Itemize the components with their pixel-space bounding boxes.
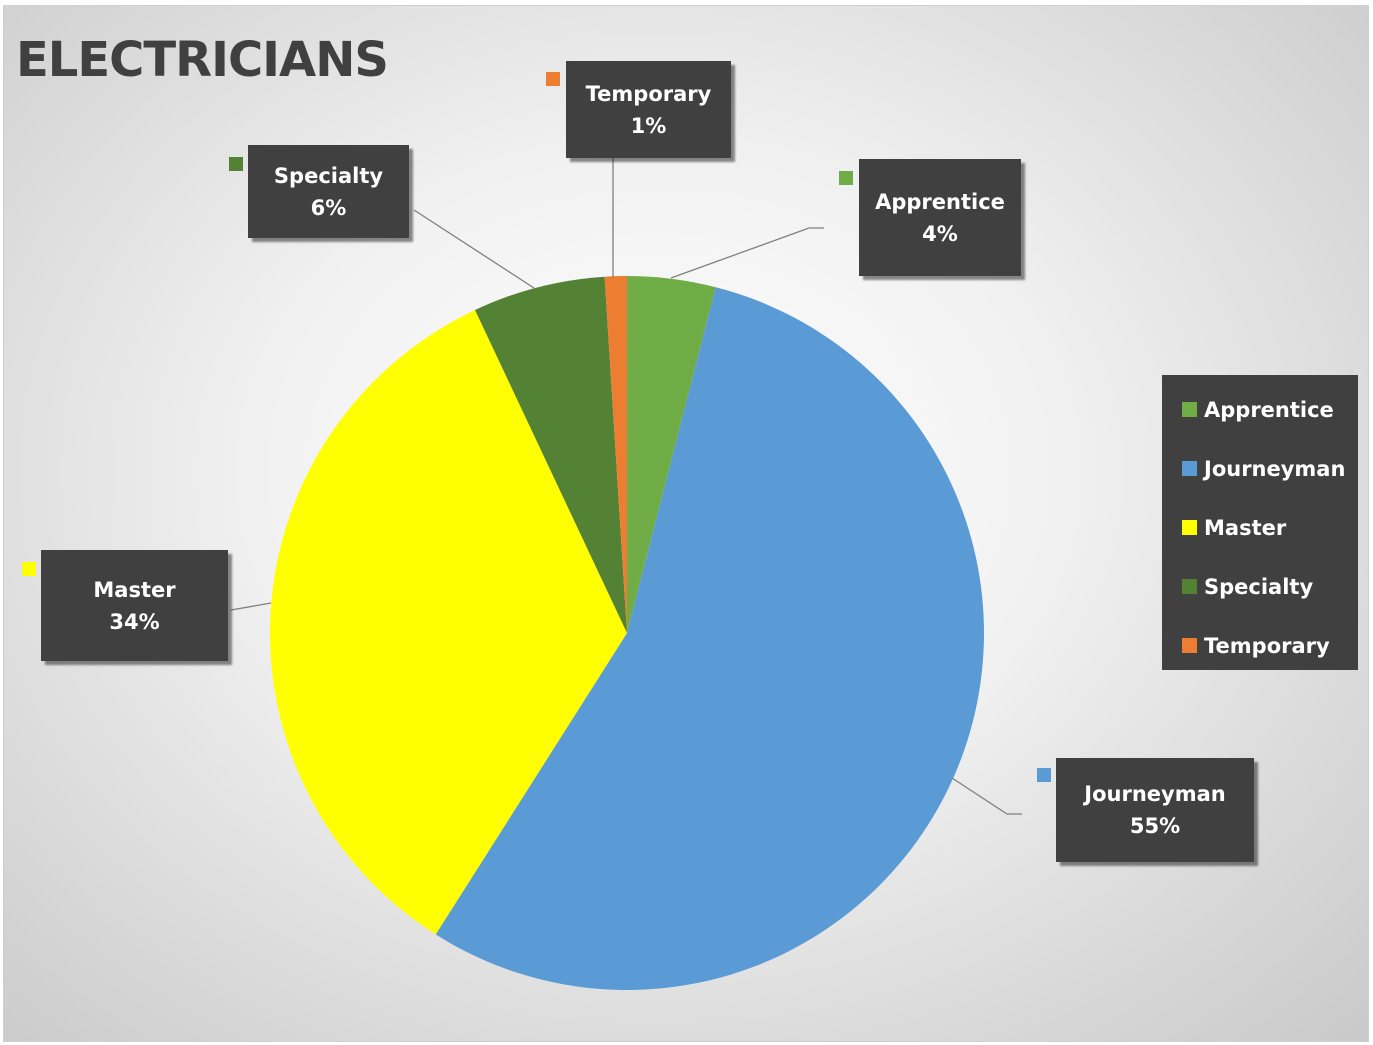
legend-item-specialty: Specialty [1182,557,1358,616]
leader-line-specialty [413,209,535,289]
leader-line-apprentice [670,227,824,279]
legend-label-master: Master [1204,515,1287,540]
callout-journeyman-swatch [1037,768,1051,782]
pie-slice-temporary [604,275,627,633]
legend-label-apprentice: Apprentice [1204,397,1334,422]
legend-label-journeyman: Journeyman [1204,456,1346,481]
chart-area: ELECTRICIANS Apprentice 4% Journeyman 55… [3,5,1369,1042]
callout-specialty-swatch [229,157,243,171]
callout-journeyman: Journeyman 55% [1056,758,1254,862]
legend-label-specialty: Specialty [1204,574,1314,599]
callout-master-swatch [22,562,36,576]
leader-line-journeyman [951,777,1022,815]
callout-specialty: Specialty 6% [248,145,409,238]
legend-label-temporary: Temporary [1204,633,1330,658]
callout-temporary-swatch [546,72,560,86]
legend: Apprentice Journeyman Master Specialty T… [1162,375,1358,670]
callout-master: Master 34% [41,550,228,661]
legend-swatch-journeyman [1182,461,1197,476]
pie-slice-master [269,309,627,935]
pie-chart [230,158,1022,991]
callout-specialty-name: Specialty [273,163,384,188]
legend-swatch-specialty [1182,579,1197,594]
legend-item-journeyman: Journeyman [1182,439,1358,498]
callout-apprentice: Apprentice 4% [859,159,1021,276]
chart-title: ELECTRICIANS [16,32,389,88]
legend-item-master: Master [1182,498,1358,557]
callout-master-name: Master [93,577,176,602]
legend-swatch-temporary [1182,638,1197,653]
legend-swatch-apprentice [1182,402,1197,417]
callout-journeyman-value: 55% [1129,814,1181,838]
callout-temporary-name: Temporary [585,81,712,106]
callout-apprentice-value: 4% [922,221,958,246]
leader-line-master [230,602,272,611]
callout-specialty-value: 6% [310,195,347,220]
legend-item-temporary: Temporary [1182,616,1358,675]
callout-apprentice-swatch [839,171,853,185]
callout-temporary: Temporary 1% [566,61,731,158]
legend-item-apprentice: Apprentice [1182,380,1358,439]
callout-temporary-value: 1% [630,113,667,138]
pie-slice-apprentice [627,276,716,633]
pie-slice-journeyman [435,287,984,991]
legend-swatch-master [1182,520,1197,535]
callout-master-value: 34% [109,609,160,634]
pie-slice-specialty [475,276,627,633]
callout-apprentice-name: Apprentice [875,189,1005,214]
callout-journeyman-name: Journeyman [1084,782,1226,806]
